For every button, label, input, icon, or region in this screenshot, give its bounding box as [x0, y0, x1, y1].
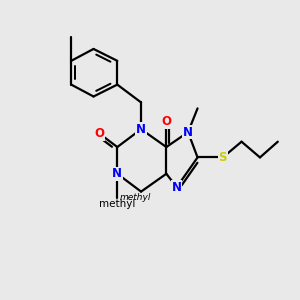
Text: O: O [94, 127, 104, 140]
Text: N: N [136, 123, 146, 136]
Text: methyl: methyl [99, 199, 136, 209]
Text: N: N [183, 126, 193, 139]
Text: O: O [161, 115, 171, 128]
Text: methyl: methyl [120, 193, 151, 202]
Text: N: N [172, 181, 182, 194]
Text: N: N [112, 167, 122, 180]
Text: S: S [219, 151, 227, 164]
